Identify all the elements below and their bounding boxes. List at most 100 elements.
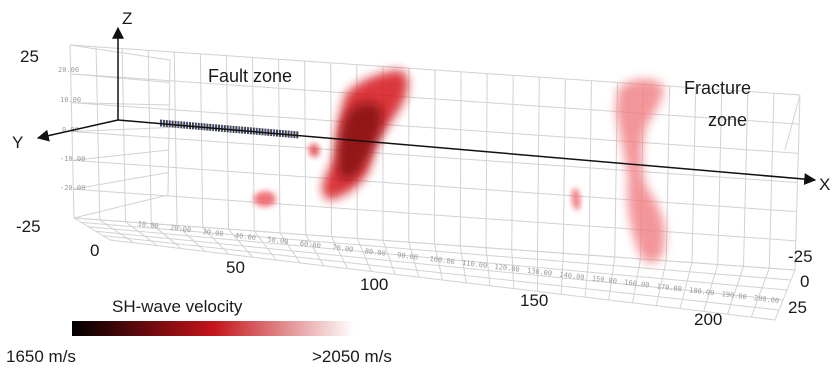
floor-tick: 140.00 (559, 271, 585, 282)
floor-tick: 40.00 (235, 232, 257, 243)
floor-grid (73, 94, 801, 321)
grid-line (750, 267, 770, 318)
grid-line (176, 225, 206, 252)
grid-line (784, 94, 801, 151)
grid-line (584, 255, 590, 298)
grid-line (95, 230, 784, 301)
small-anomaly-left (254, 191, 276, 207)
grid-line (382, 240, 396, 275)
grid-line (703, 264, 719, 312)
floor-tick: 20.00 (170, 224, 192, 235)
grid-line (608, 256, 616, 301)
floor-tick: 130.00 (526, 267, 552, 278)
grid-line (73, 172, 169, 190)
x-tick: 150 (520, 291, 548, 310)
legend-title: SH-wave velocity (112, 297, 243, 316)
grid-line (560, 253, 564, 295)
grid-line (69, 44, 171, 61)
grid-line (71, 131, 798, 183)
grid-line (305, 234, 325, 266)
fracture-zone-label-line1: Fracture (684, 78, 751, 98)
grid-line (167, 59, 171, 196)
grid-line (655, 260, 667, 306)
fracture-zone-body (616, 79, 666, 263)
grid-line (71, 102, 799, 154)
grid-line (150, 223, 182, 249)
wall-tick: -20.00 (60, 184, 85, 192)
z-tick-bottom: -25 (16, 217, 41, 236)
floor-tick: 70.00 (332, 243, 354, 254)
grid-line (109, 239, 776, 321)
floor-tick: 180.00 (689, 286, 715, 297)
grid-line (81, 221, 792, 281)
legend-max-label: >2050 m/s (312, 347, 392, 366)
x-axis-line (117, 119, 817, 186)
z-axis-label: Z (122, 9, 132, 28)
floor-tick: 80.00 (364, 247, 386, 258)
fracture-zone-label-line2: zone (708, 110, 747, 130)
side-wall-grid (69, 44, 171, 219)
floor-tick: 150.00 (591, 275, 617, 286)
grid-line (356, 238, 372, 272)
grid-line (70, 73, 170, 83)
floor-tick: 190.00 (721, 290, 747, 301)
x-axis-label: X (819, 175, 830, 194)
grid-line (73, 217, 111, 241)
grid-line (73, 217, 796, 271)
grid-line (71, 127, 170, 132)
floor-tick: 200.00 (754, 294, 780, 305)
x-tick: 200 (694, 310, 722, 329)
grid-line (99, 219, 135, 244)
y-tick: 0 (800, 272, 809, 291)
grid-line (102, 235, 780, 311)
fault-zone-body (308, 70, 408, 200)
grid-line (331, 236, 348, 269)
grid-line (228, 228, 253, 258)
grid-line (70, 73, 800, 125)
x-tick: 0 (90, 241, 99, 260)
floor-tick: 170.00 (656, 282, 682, 293)
grid-line (774, 269, 796, 321)
floor-tick: 160.00 (624, 278, 650, 289)
y-axis-line (36, 119, 119, 142)
grid-line (459, 245, 467, 283)
wall-tick: -10.00 (60, 155, 85, 163)
axis-lines (36, 26, 817, 186)
y-tick: 25 (788, 298, 807, 317)
grid-line (511, 249, 515, 289)
x-tick: 100 (360, 275, 388, 294)
floor-tick: 110.00 (462, 259, 488, 270)
grid-line (727, 266, 744, 315)
grid-line (72, 159, 797, 213)
grid-line (485, 247, 491, 286)
grid-line (679, 262, 693, 309)
grid-line (72, 149, 169, 161)
grid-line (73, 188, 796, 242)
grid-line (125, 221, 158, 247)
grid-line (408, 242, 420, 278)
z-tick-top: 25 (20, 47, 39, 66)
floor-tick: 120.00 (494, 263, 520, 274)
floor-tick: 50.00 (267, 236, 289, 247)
grid-line (632, 258, 641, 303)
wall-tick: 20.00 (58, 66, 79, 74)
floor-tick: 100.00 (429, 255, 455, 266)
floor-tick: 60.00 (299, 239, 321, 250)
floor-tick: 10.00 (137, 220, 159, 231)
color-legend: SH-wave velocity 1650 m/s >2050 m/s (6, 297, 392, 366)
y-axis-label: Y (12, 133, 23, 152)
grid-line (279, 232, 301, 264)
grid-line (71, 102, 170, 106)
grid-line (69, 44, 801, 96)
grid-line (434, 243, 443, 281)
legend-min-label: 1650 m/s (6, 347, 76, 366)
floor-tick: 90.00 (397, 251, 419, 262)
small-anomaly-mid (571, 188, 581, 210)
legend-colorbar (72, 321, 354, 336)
x-tick: 50 (226, 258, 245, 277)
fault-zone-label: Fault zone (208, 66, 292, 86)
grid-line (202, 226, 230, 255)
wall-tick: 10.00 (60, 96, 81, 104)
